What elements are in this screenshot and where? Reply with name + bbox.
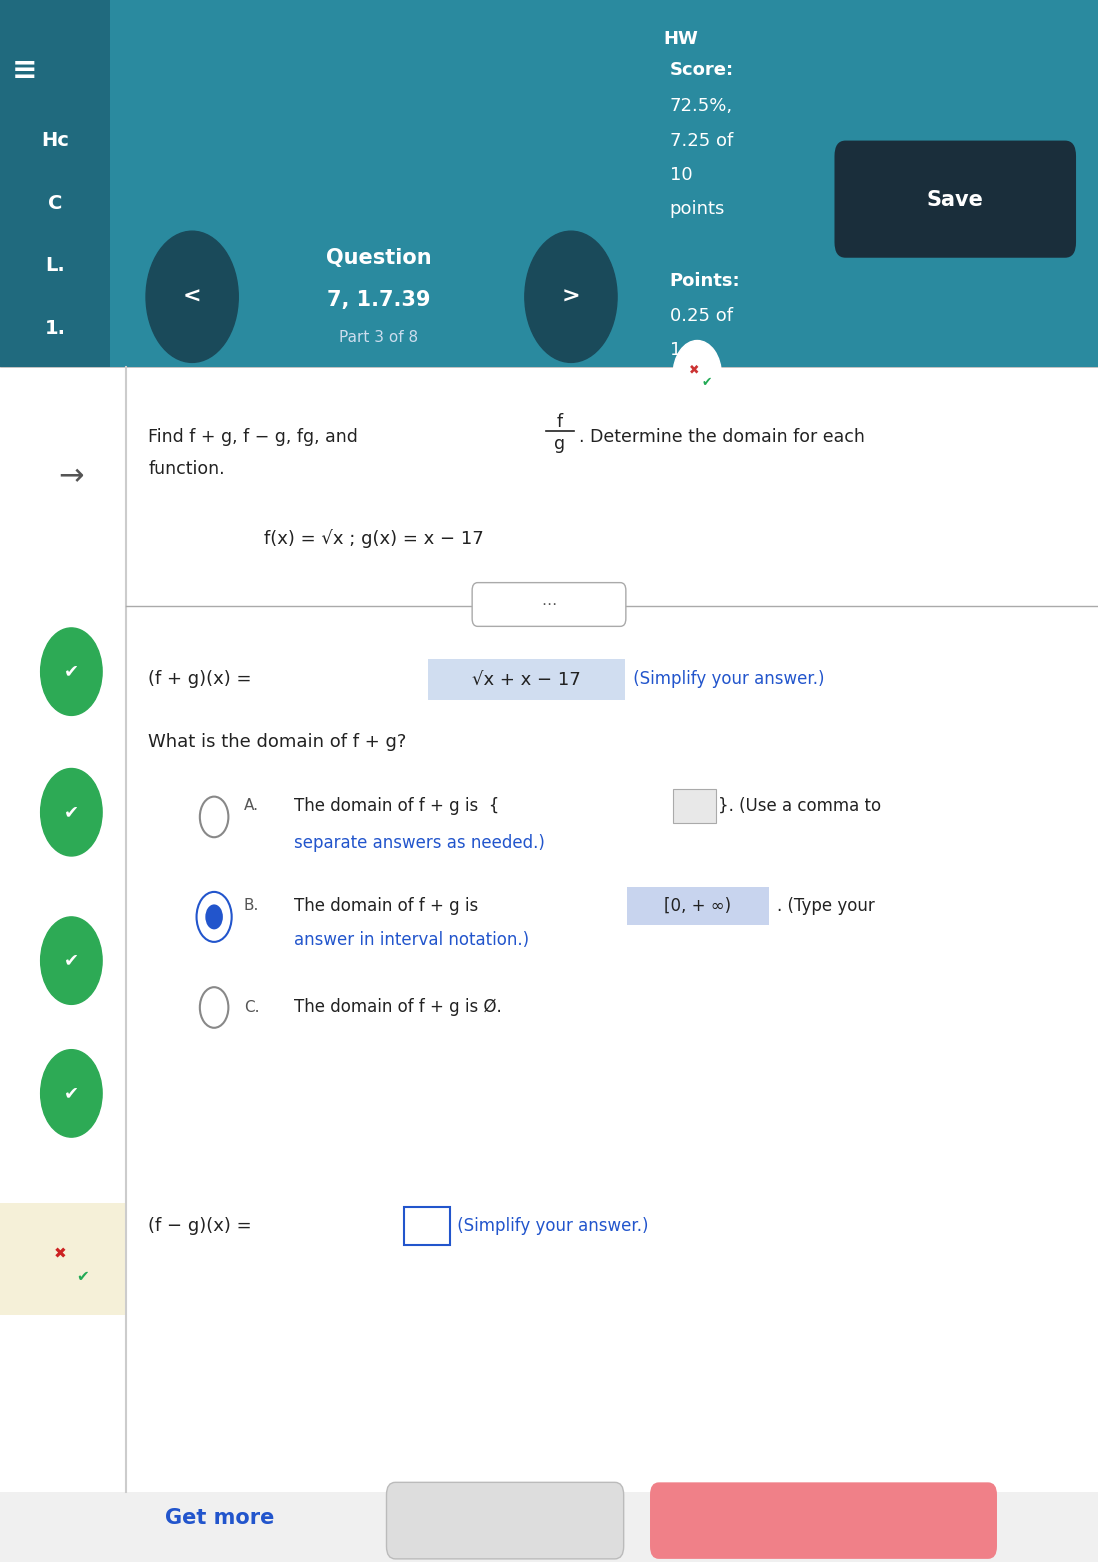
Text: 7, 1.7.39: 7, 1.7.39 [327,291,430,309]
Text: [0, + ∞): [0, + ∞) [663,897,731,915]
Text: f(x) = √x ; g(x) = x − 17: f(x) = √x ; g(x) = x − 17 [264,530,483,548]
Text: 10: 10 [670,166,693,184]
FancyBboxPatch shape [472,583,626,626]
Text: The domain of f + g is: The domain of f + g is [294,897,489,915]
Text: D: D [47,397,63,415]
Circle shape [41,1050,102,1137]
Text: ✖: ✖ [688,364,699,376]
Text: g: g [554,434,565,453]
Circle shape [146,231,238,362]
Text: Question: Question [326,248,432,267]
Text: 3: 3 [48,459,61,478]
Text: f: f [557,412,563,431]
Circle shape [205,904,223,929]
FancyBboxPatch shape [0,0,110,367]
Text: Get more: Get more [165,1509,274,1528]
Text: 7.25 of: 7.25 of [670,131,733,150]
FancyBboxPatch shape [650,1482,997,1559]
Text: ≡: ≡ [11,56,37,84]
FancyBboxPatch shape [0,1203,126,1315]
Text: The domain of f + g is  {: The domain of f + g is { [294,797,500,815]
Text: ✖: ✖ [54,1246,67,1262]
Circle shape [41,769,102,856]
Text: (f + g)(x) =: (f + g)(x) = [148,670,264,689]
Text: L.: L. [45,256,65,275]
Text: →: → [58,462,85,490]
FancyBboxPatch shape [428,659,625,700]
Text: 2.: 2. [44,584,66,603]
Text: }. (Use a comma to: }. (Use a comma to [718,797,882,815]
Text: Hс: Hс [41,131,69,150]
FancyBboxPatch shape [0,0,1098,367]
FancyBboxPatch shape [627,887,769,925]
Text: 1: 1 [670,341,681,359]
Text: Score:: Score: [670,61,733,80]
FancyBboxPatch shape [0,367,126,1257]
FancyBboxPatch shape [404,1207,450,1245]
Text: points: points [670,200,725,219]
Text: The domain of f + g is Ø.: The domain of f + g is Ø. [294,998,502,1017]
Text: Part 3 of 8: Part 3 of 8 [339,330,418,345]
Text: (f − g)(x) =: (f − g)(x) = [148,1217,258,1236]
Text: 1.: 1. [44,319,66,337]
Text: ✔: ✔ [64,803,79,822]
Text: ✔: ✔ [76,1268,89,1284]
Text: ✔: ✔ [64,1084,79,1103]
Text: A.: A. [244,798,259,814]
FancyBboxPatch shape [386,1482,624,1559]
FancyBboxPatch shape [673,789,716,823]
Text: Find f + g, f − g, fg, and: Find f + g, f − g, fg, and [148,428,363,447]
Text: (Simplify your answer.): (Simplify your answer.) [628,670,825,689]
Text: √x + x − 17: √x + x − 17 [471,670,581,689]
Text: ✔: ✔ [64,951,79,970]
Text: <: < [183,287,201,306]
FancyBboxPatch shape [0,1492,1098,1562]
Text: HW: HW [663,30,698,48]
Text: C: C [47,194,63,212]
Text: Points:: Points: [670,272,740,291]
Text: ✔: ✔ [64,662,79,681]
Text: (Simplify your answer.): (Simplify your answer.) [452,1217,649,1236]
Text: >: > [562,287,580,306]
Text: function.: function. [148,459,225,478]
FancyBboxPatch shape [0,367,1098,1492]
Circle shape [41,917,102,1004]
Text: ✔: ✔ [206,912,215,922]
Text: B.: B. [244,898,259,914]
Text: ⚙: ⚙ [970,144,1007,184]
Text: answer in interval notation.): answer in interval notation.) [294,931,529,950]
Text: What is the domain of f + g?: What is the domain of f + g? [148,733,406,751]
FancyBboxPatch shape [834,141,1076,258]
Text: 2.: 2. [44,522,66,540]
Text: . (Type your: . (Type your [777,897,875,915]
Circle shape [525,231,617,362]
Text: . Determine the domain for each: . Determine the domain for each [579,428,864,447]
Text: 72.5%,: 72.5%, [670,97,732,116]
Circle shape [41,628,102,715]
Text: ✔: ✔ [702,376,713,389]
Text: Save: Save [927,191,984,209]
Text: separate answers as needed.): separate answers as needed.) [294,834,545,853]
Circle shape [673,341,721,409]
Text: C.: C. [244,1000,259,1015]
Text: ⋯: ⋯ [541,597,557,612]
Text: 0.25 of: 0.25 of [670,306,732,325]
